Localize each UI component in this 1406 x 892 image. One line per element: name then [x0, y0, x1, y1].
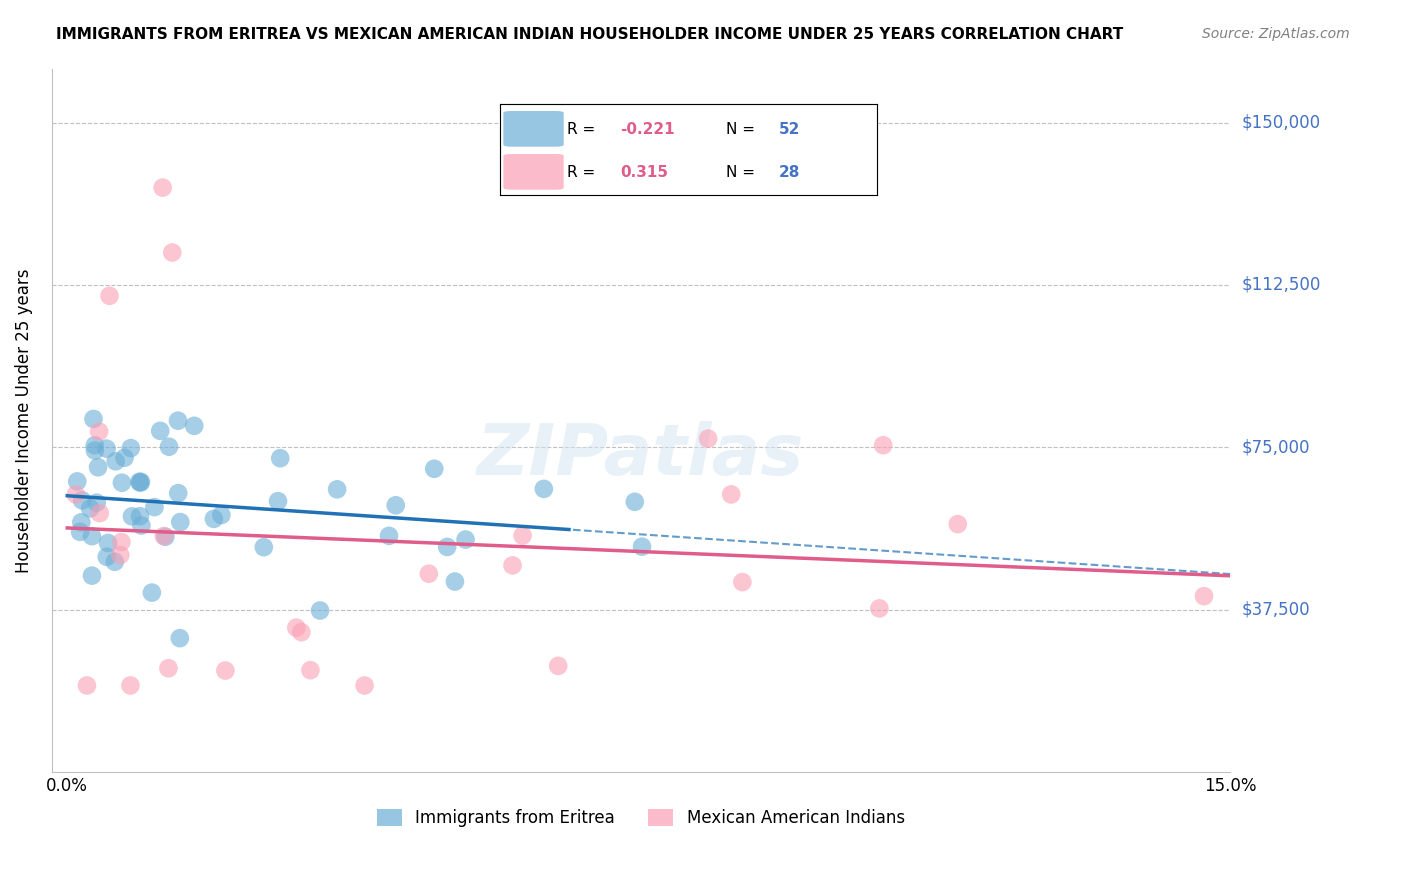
Point	[114, 450, 136, 465]
Point	[110, 535, 132, 549]
Point	[868, 601, 890, 615]
Text: $37,500: $37,500	[1241, 600, 1310, 619]
Point	[169, 631, 191, 645]
Point	[1192, 589, 1215, 603]
Point	[512, 528, 534, 542]
Point	[80, 568, 103, 582]
Text: ZIPatlas: ZIPatlas	[477, 421, 804, 490]
Point	[631, 540, 654, 554]
Point	[423, 462, 446, 476]
Point	[83, 412, 105, 426]
Point	[89, 506, 111, 520]
Point	[69, 524, 91, 539]
Point	[97, 536, 120, 550]
Text: $150,000: $150,000	[1241, 113, 1320, 132]
Point	[162, 245, 184, 260]
Point	[98, 289, 121, 303]
Point	[157, 440, 180, 454]
Point	[167, 414, 190, 428]
Point	[418, 566, 440, 581]
Point	[444, 574, 467, 589]
Point	[872, 438, 894, 452]
Point	[84, 443, 107, 458]
Point	[157, 661, 180, 675]
Point	[267, 494, 290, 508]
Point	[152, 529, 174, 543]
Point	[129, 509, 152, 524]
Point	[502, 558, 524, 573]
Point	[87, 460, 110, 475]
Point	[128, 475, 150, 489]
Point	[285, 621, 308, 635]
Point	[533, 482, 555, 496]
Point	[143, 500, 166, 515]
Point	[70, 493, 93, 508]
Y-axis label: Householder Income Under 25 years: Householder Income Under 25 years	[15, 268, 32, 573]
Point	[80, 529, 103, 543]
Point	[96, 442, 118, 456]
Point	[378, 529, 401, 543]
Point	[209, 508, 232, 522]
Point	[86, 496, 108, 510]
Point	[290, 625, 312, 640]
Point	[299, 663, 322, 677]
Point	[384, 498, 406, 512]
Point	[76, 678, 98, 692]
Point	[65, 487, 87, 501]
Point	[83, 438, 105, 452]
Point	[697, 432, 720, 446]
Point	[111, 475, 134, 490]
Point	[309, 603, 332, 617]
Point	[129, 475, 152, 489]
Point	[104, 454, 127, 468]
Point	[121, 509, 143, 524]
Point	[141, 585, 163, 599]
Point	[946, 517, 969, 532]
Point	[353, 678, 375, 692]
Point	[120, 441, 142, 455]
Point	[96, 549, 118, 564]
Point	[152, 180, 174, 194]
Text: Source: ZipAtlas.com: Source: ZipAtlas.com	[1202, 27, 1350, 41]
Point	[202, 512, 225, 526]
Point	[131, 518, 153, 533]
Point	[155, 530, 177, 544]
Point	[87, 425, 110, 439]
Point	[436, 540, 458, 554]
Point	[253, 540, 276, 554]
Point	[66, 475, 89, 489]
Point	[167, 486, 190, 500]
Point	[120, 678, 142, 692]
Point	[720, 487, 742, 501]
Point	[104, 555, 127, 569]
Point	[454, 533, 477, 547]
Point	[326, 483, 349, 497]
Text: $112,500: $112,500	[1241, 276, 1320, 294]
Point	[214, 664, 236, 678]
Point	[110, 548, 132, 562]
Point	[149, 424, 172, 438]
Point	[269, 451, 291, 466]
Text: $75,000: $75,000	[1241, 438, 1310, 457]
Point	[623, 495, 645, 509]
Point	[129, 475, 152, 490]
Legend: Immigrants from Eritrea, Mexican American Indians: Immigrants from Eritrea, Mexican America…	[370, 803, 911, 834]
Point	[731, 575, 754, 590]
Point	[79, 501, 101, 516]
Point	[547, 659, 569, 673]
Point	[169, 515, 191, 529]
Point	[70, 516, 93, 530]
Text: IMMIGRANTS FROM ERITREA VS MEXICAN AMERICAN INDIAN HOUSEHOLDER INCOME UNDER 25 Y: IMMIGRANTS FROM ERITREA VS MEXICAN AMERI…	[56, 27, 1123, 42]
Point	[183, 418, 205, 433]
